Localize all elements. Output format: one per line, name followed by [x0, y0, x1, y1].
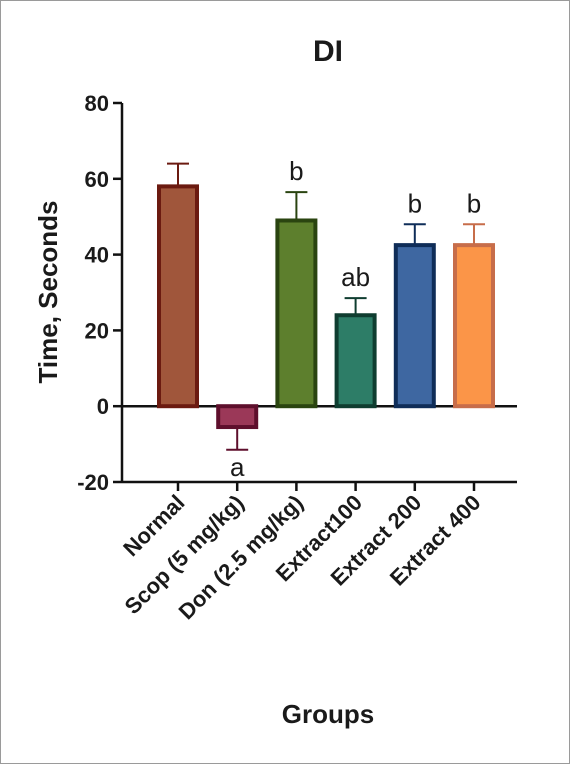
y-axis-title: Time, Seconds: [33, 200, 63, 383]
significance-label: b: [289, 156, 303, 186]
y-tick-label: 80: [85, 91, 109, 116]
x-axis-title: Groups: [282, 699, 374, 729]
bar: [453, 243, 495, 409]
significance-label: b: [467, 188, 481, 218]
bar: [275, 218, 318, 409]
bars: [157, 162, 495, 451]
bar: [216, 404, 259, 430]
y-tick-label: 60: [85, 167, 109, 192]
significance-label: b: [408, 188, 422, 218]
bar: [334, 313, 377, 409]
significance-label: a: [230, 452, 245, 482]
bar: [157, 184, 199, 409]
significance-label: ab: [341, 262, 370, 292]
y-tick-label: -20: [77, 470, 109, 495]
y-tick-label: 0: [97, 394, 109, 419]
chart-title: DI: [313, 35, 343, 68]
y-tick-label: 40: [85, 243, 109, 268]
y-tick-label: 20: [85, 318, 109, 343]
bar: [393, 243, 436, 409]
